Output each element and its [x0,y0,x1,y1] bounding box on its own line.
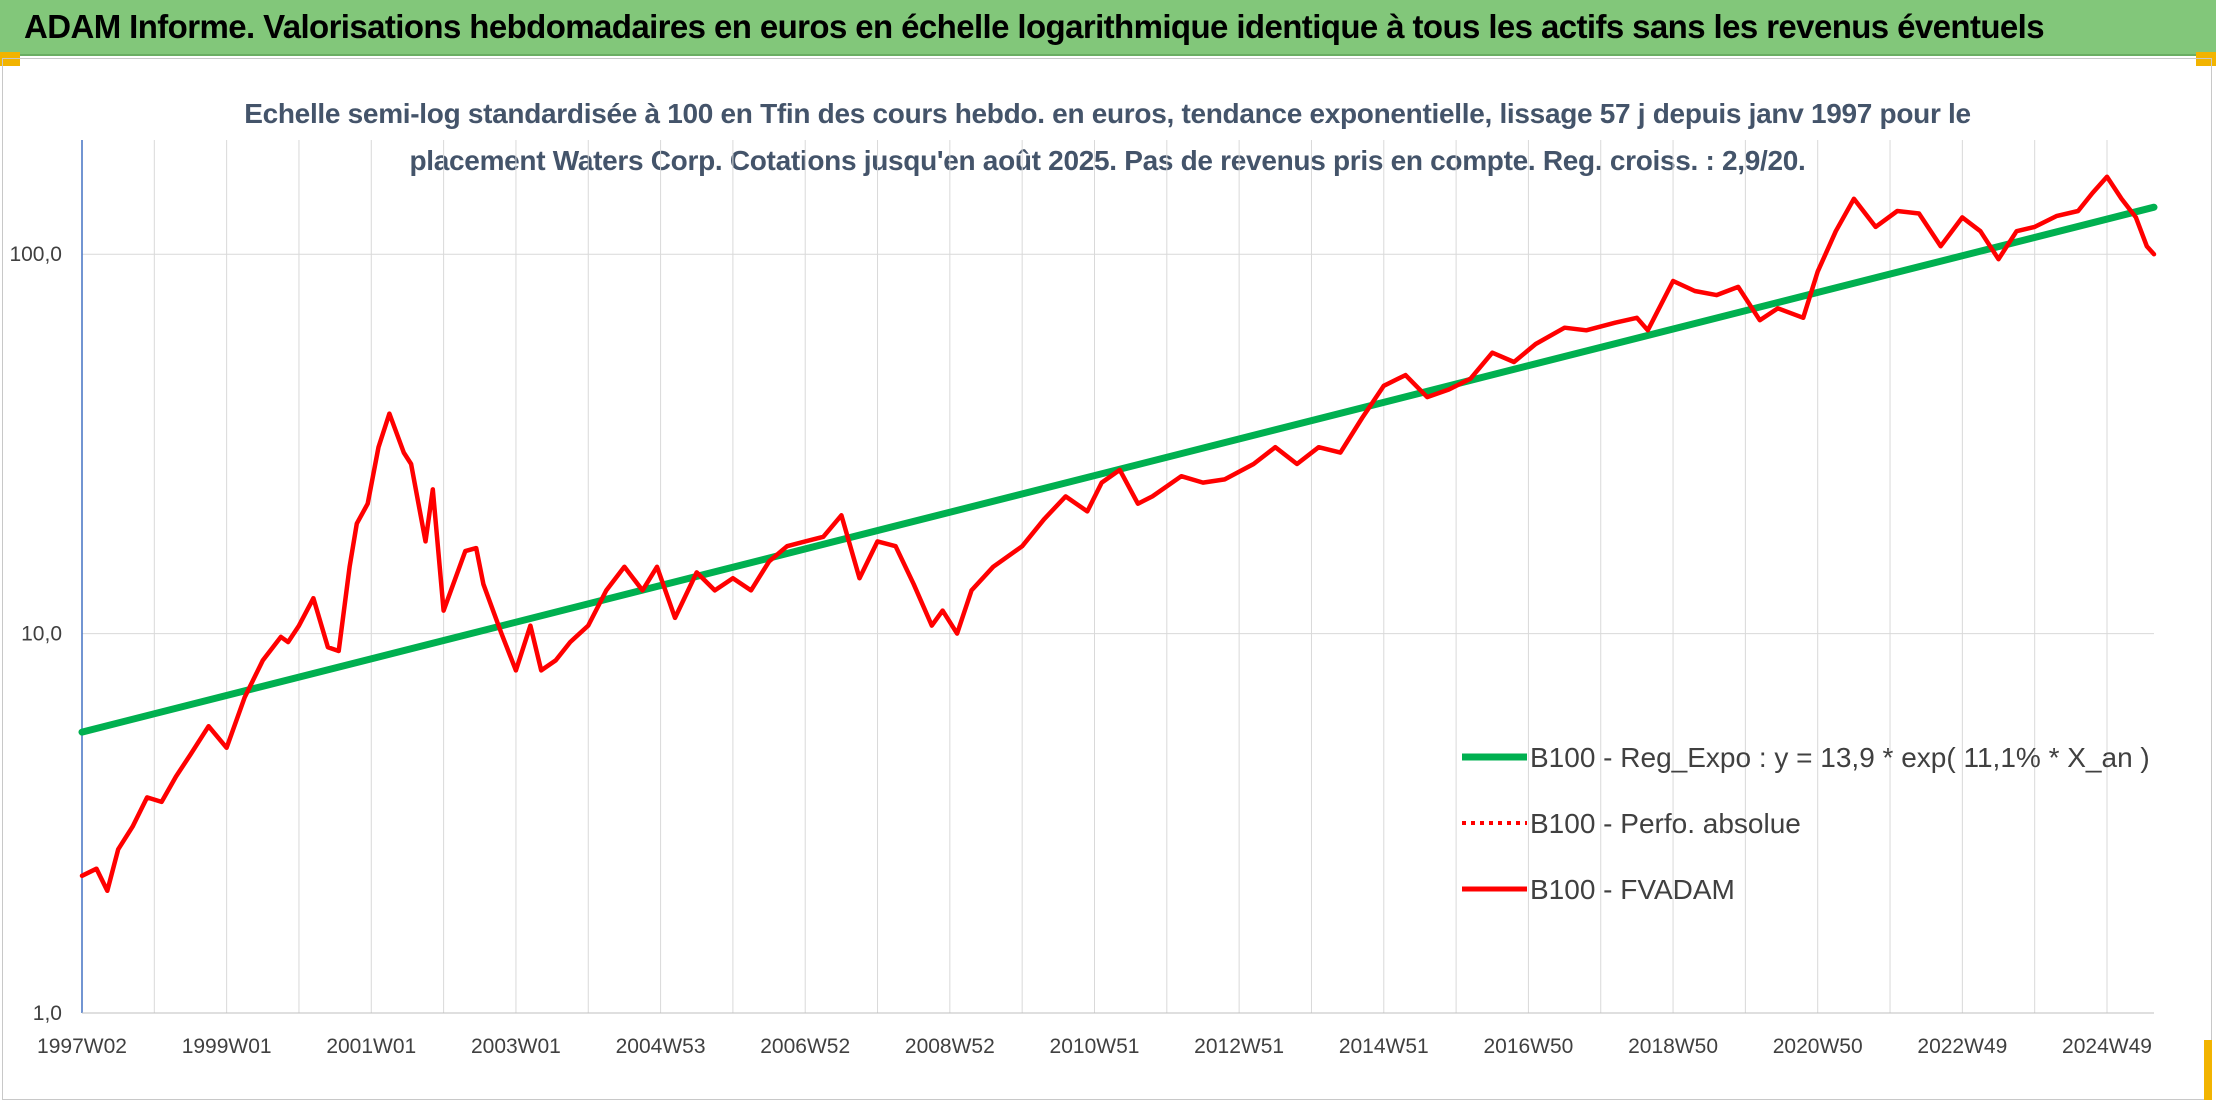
fvadam-line [79,174,2157,894]
x-tick-label: 2016W50 [1483,1035,1573,1058]
x-tick-label: 2010W51 [1050,1035,1140,1058]
chart-series [78,174,2158,894]
x-tick-label: 2003W01 [471,1035,561,1058]
y-tick-label: 100,0 [9,243,62,266]
legend-label: B100 - FVADAM [1530,874,1735,905]
legend-label: B100 - Perfo. absolue [1530,808,1801,839]
left-corner-accent [0,52,20,66]
report-title: ADAM Informe. Valorisations hebdomadaire… [24,8,2045,45]
x-tick-label: 2001W01 [326,1035,416,1058]
x-tick-label: 1997W02 [37,1035,127,1058]
x-tick-label: 2012W51 [1194,1035,1284,1058]
report-banner: ADAM Informe. Valorisations hebdomadaire… [0,0,2216,56]
y-tick-label: 10,0 [21,623,62,646]
y-tick-label: 1,0 [33,1002,62,1025]
x-tick-label: 1999W01 [182,1035,272,1058]
x-tick-label: 2008W52 [905,1035,995,1058]
x-tick-label: 2022W49 [1917,1035,2007,1058]
x-tick-label: 2018W50 [1628,1035,1718,1058]
x-tick-label: 2014W51 [1339,1035,1429,1058]
chart-legend: B100 - Reg_Expo : y = 13,9 * exp( 11,1% … [1462,742,2150,905]
chart-grid [82,140,2154,1014]
right-edge-accent [2204,1040,2212,1100]
chart-axes [81,140,2154,1014]
x-tick-label: 2004W53 [616,1035,706,1058]
x-tick-label: 2020W50 [1773,1035,1863,1058]
chart-title: Echelle semi-log standardisée à 100 en T… [244,98,1971,176]
x-tick-label: 2006W52 [760,1035,850,1058]
chart-frame [2,58,2212,1100]
chart-tick-labels: 1,0 10,0 100,0 1997W02 1999W01 2001W01 2003W01… [9,243,2152,1058]
legend-label: B100 - Reg_Expo : y = 13,9 * exp( 11,1% … [1530,742,2150,773]
x-tick-label: 2024W49 [2062,1035,2152,1058]
